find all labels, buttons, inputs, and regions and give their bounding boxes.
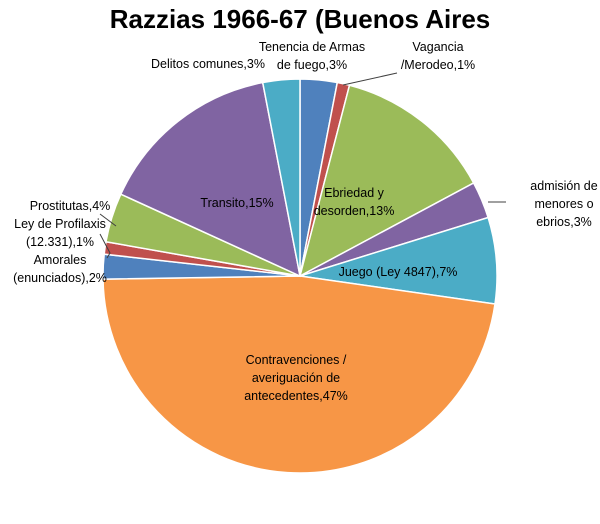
pie-slice (261, 78, 301, 277)
slice-label-line: (12.331),1% (26, 235, 94, 249)
slice-label: Ley de Profilaxis (12.331),1% (14, 217, 106, 249)
slice-label-line: de fuego,3% (277, 58, 347, 72)
slice-label-line: ebrios,3% (536, 215, 592, 229)
slice-label-line: antecedentes,47% (244, 389, 348, 403)
slice-label: admisión de menores o ebrios,3% (530, 179, 597, 229)
slice-label-line: Amorales (34, 253, 87, 267)
slice-label: Ebriedad y desorden,13% (314, 186, 395, 218)
slice-label-line: Ebriedad y (324, 186, 385, 200)
slice-label-line: Juego (Ley 4847),7% (339, 265, 458, 279)
slice-label-line: Prostitutas,4% (30, 199, 111, 213)
chart-title: Razzias 1966-67 (Buenos Aires (109, 4, 491, 34)
pie-slice (102, 275, 496, 474)
slice-label: Prostitutas,4% (30, 199, 111, 213)
slice-label-line: Vagancia (412, 40, 463, 54)
slice-label-line: Contravenciones / (246, 353, 347, 367)
slice-label: Juego (Ley 4847),7% (339, 265, 458, 279)
pie-slice (119, 81, 302, 278)
slice-label: Amorales (enunciados),2% (13, 253, 107, 285)
slice-label-line: desorden,13% (314, 204, 395, 218)
slice-label: Delitos comunes,3% (151, 57, 265, 71)
leader-line (99, 213, 117, 227)
slice-label-line: Tenencia de Armas (259, 40, 365, 54)
slice-label: Contravenciones / averiguación de antecede… (244, 353, 348, 403)
leader-line (99, 233, 111, 259)
slice-label-line: Transito,15% (200, 196, 273, 210)
pie-slice (298, 84, 475, 278)
slice-label: Vagancia/Merodeo,1% (401, 40, 475, 72)
slice-label-line: Ley de Profilaxis (14, 217, 106, 231)
slice-label-line: Delitos comunes,3% (151, 57, 265, 71)
slice-label-line: admisión de (530, 179, 597, 193)
slice-label-line: menores o (534, 197, 593, 211)
slice-label-line: (enunciados),2% (13, 271, 107, 285)
slice-label: Tenencia de Armas de fuego,3% (259, 40, 365, 72)
leader-line (342, 72, 398, 86)
slice-label-line: averiguación de (252, 371, 340, 385)
slice-label-line: /Merodeo,1% (401, 58, 475, 72)
slice-label: Transito,15% (200, 196, 273, 210)
